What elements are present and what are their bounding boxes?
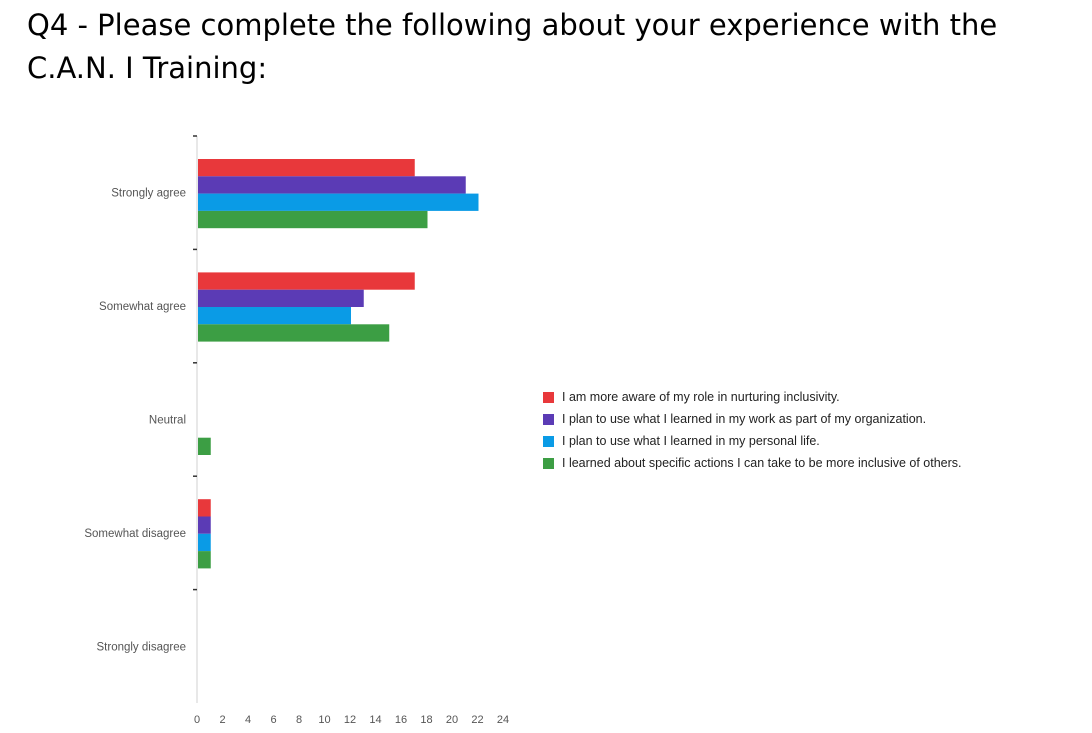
legend-item-1: I am more aware of my role in nurturing …	[543, 386, 962, 408]
chart-legend: I am more aware of my role in nurturing …	[543, 386, 962, 474]
x-tick-label-6: 6	[270, 714, 276, 726]
x-tick-label-22: 22	[471, 714, 483, 726]
x-tick-label-10: 10	[318, 714, 330, 726]
bar-somewhat-disagree-series-3	[198, 533, 211, 552]
legend-label: I learned about specific actions I can t…	[562, 456, 962, 470]
bar-strongly-agree-series-4	[198, 210, 428, 229]
bar-strongly-agree-series-1	[198, 159, 415, 177]
bar-somewhat-agree-series-4	[198, 324, 390, 342]
legend-swatch	[543, 435, 554, 447]
bar-somewhat-agree-series-2	[198, 289, 364, 307]
y-tick-label-somewhat-agree: Somewhat agree	[99, 301, 186, 313]
legend-item-2: I plan to use what I learned in my work …	[543, 408, 962, 430]
bar-strongly-agree-series-2	[198, 176, 466, 194]
bar-neutral-series-4	[198, 437, 211, 455]
legend-label: I plan to use what I learned in my work …	[562, 412, 927, 426]
bar-somewhat-disagree-series-1	[198, 499, 211, 517]
x-tick-label-8: 8	[296, 714, 302, 726]
x-tick-label-20: 20	[446, 714, 458, 726]
x-tick-label-14: 14	[369, 714, 381, 726]
legend-swatch	[543, 413, 554, 425]
y-tick-label-neutral: Neutral	[149, 415, 186, 427]
legend-swatch	[543, 391, 554, 403]
legend-item-4: I learned about specific actions I can t…	[543, 452, 962, 474]
x-tick-label-4: 4	[245, 714, 251, 726]
legend-swatch	[543, 457, 554, 469]
bar-somewhat-agree-series-1	[198, 272, 415, 290]
y-tick-label-strongly-agree: Strongly agree	[111, 188, 186, 200]
legend-item-3: I plan to use what I learned in my perso…	[543, 430, 962, 452]
x-tick-label-18: 18	[420, 714, 432, 726]
x-tick-label-2: 2	[219, 714, 225, 726]
page-title: Q4 - Please complete the following about…	[27, 8, 998, 85]
legend-label: I plan to use what I learned in my perso…	[562, 434, 820, 448]
x-tick-label-12: 12	[344, 714, 356, 726]
x-tick-label-0: 0	[194, 714, 200, 726]
bar-somewhat-disagree-series-4	[198, 551, 211, 569]
bar-strongly-agree-series-3	[198, 193, 479, 211]
y-tick-label-strongly-disagree: Strongly disagree	[97, 641, 187, 653]
x-tick-label-24: 24	[497, 714, 509, 726]
legend-label: I am more aware of my role in nurturing …	[562, 390, 840, 404]
bar-somewhat-agree-series-3	[198, 307, 351, 325]
bar-somewhat-disagree-series-2	[198, 516, 211, 534]
x-tick-label-16: 16	[395, 714, 407, 726]
y-tick-label-somewhat-disagree: Somewhat disagree	[84, 528, 186, 540]
